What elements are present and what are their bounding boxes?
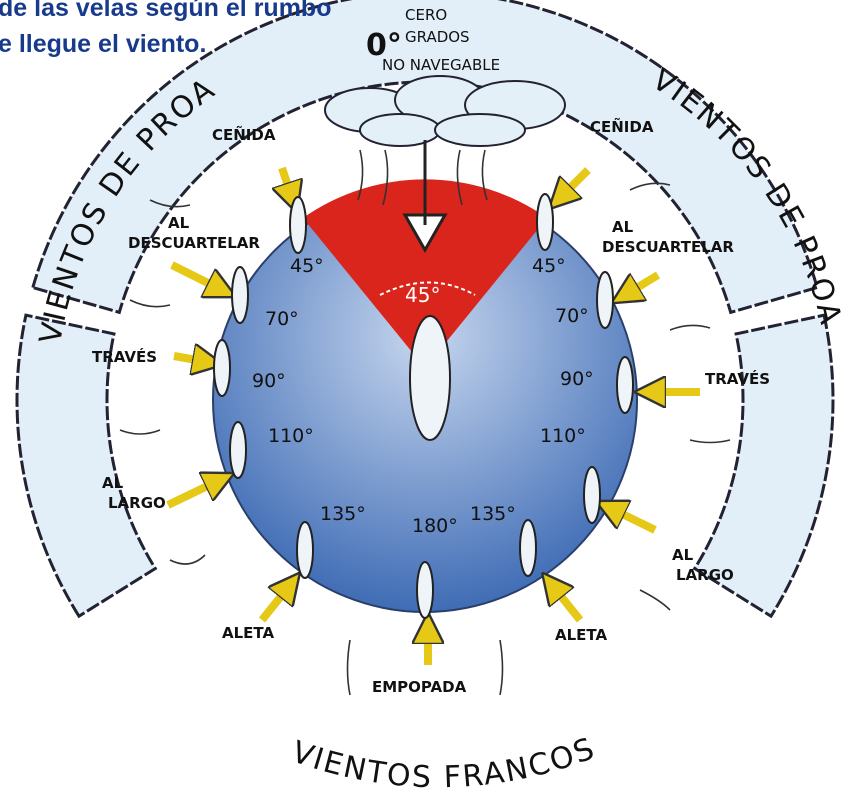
point-label: EMPOPADA <box>372 678 467 696</box>
point-label: AL <box>672 546 694 564</box>
boat <box>410 316 450 440</box>
boat <box>214 340 230 396</box>
boat <box>520 520 536 576</box>
region-label: VIENTOS FRANCOS <box>287 731 600 795</box>
diagram: 45° CEÑIDA 45° CEÑIDA 70° AL DESCUARTELAR 70° AL… <box>0 0 844 799</box>
point-angle: 70° <box>555 305 589 327</box>
wind-direction-arrow <box>172 265 222 290</box>
point-label: AL <box>102 474 124 492</box>
title-line: de las velas según el rumbo <box>0 0 331 22</box>
point-angle: 45° <box>532 255 566 277</box>
point-label: ALETA <box>222 624 274 642</box>
point-angle: 45° <box>290 255 324 277</box>
zero-label: GRADOS <box>405 28 470 46</box>
point-angle: 180° <box>412 515 458 537</box>
wind-direction-arrow <box>174 356 208 362</box>
point-label: ALETA <box>555 626 607 644</box>
point-angle: 110° <box>540 425 586 447</box>
point-angle: 90° <box>560 368 594 390</box>
center-angle: 45° <box>405 283 440 307</box>
point-angle: 70° <box>265 308 299 330</box>
boat <box>537 194 553 250</box>
wind-direction-arrow <box>262 585 290 620</box>
region-label: VIENTOS FRANCOS <box>287 731 600 795</box>
wind-direction-arrow <box>610 508 655 530</box>
boat <box>617 357 633 413</box>
point-angle: 90° <box>252 370 286 392</box>
point-label: TRAVÉS <box>705 369 770 388</box>
point-label: LARGO <box>676 566 734 584</box>
point-label: CEÑIDA <box>590 117 654 136</box>
wind-direction-arrow <box>168 480 220 505</box>
boat <box>584 467 600 523</box>
point-angle: 110° <box>268 425 314 447</box>
boat <box>230 422 246 478</box>
wind-direction-arrow <box>282 168 292 198</box>
boat <box>417 562 433 618</box>
wind-direction-arrow <box>560 170 588 198</box>
wind-direction-arrow <box>552 585 580 620</box>
point-label: DESCUARTELAR <box>128 234 260 252</box>
point-angle: 135° <box>320 503 366 525</box>
point-label: LARGO <box>108 494 166 512</box>
boat <box>232 267 248 323</box>
point-label: AL <box>168 214 190 232</box>
boat <box>290 197 306 253</box>
wind-direction-arrow <box>625 275 658 295</box>
point-label: CEÑIDA <box>212 125 276 144</box>
zero-label: NO NAVEGABLE <box>382 56 500 74</box>
boat <box>597 272 613 328</box>
point-angle: 135° <box>470 503 516 525</box>
zero-label: CERO <box>405 6 447 24</box>
point-label: AL <box>612 218 634 236</box>
boat <box>297 522 313 578</box>
point-label: TRAVÉS <box>92 347 157 366</box>
point-label: DESCUARTELAR <box>602 238 734 256</box>
title-line: e llegue el viento. <box>0 30 206 58</box>
